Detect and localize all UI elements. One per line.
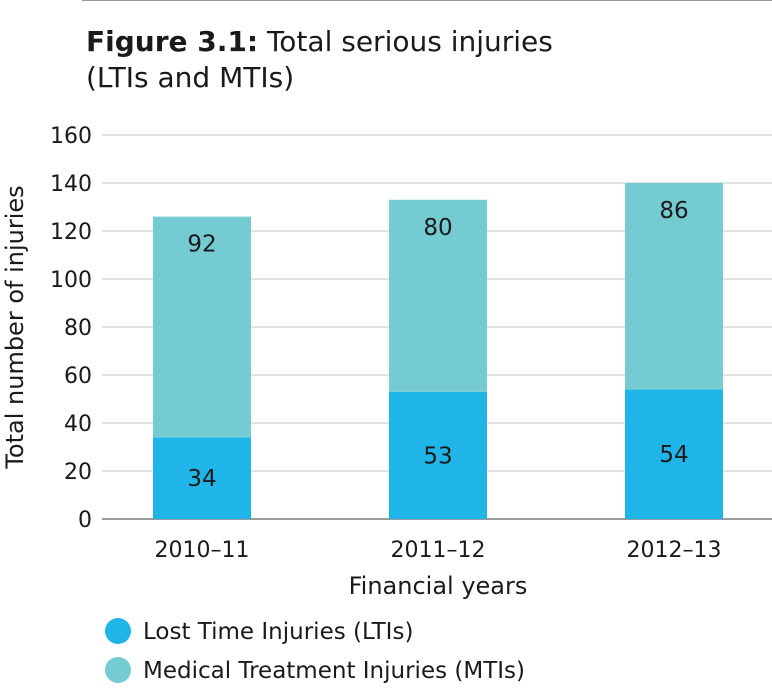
y-tick-label: 80 xyxy=(64,316,92,341)
x-tick-label: 2012–13 xyxy=(627,538,722,563)
y-tick-label: 40 xyxy=(64,412,92,437)
chart-title: Figure 3.1: Total serious injuries (LTIs… xyxy=(86,24,553,96)
data-label: 54 xyxy=(659,442,688,468)
x-tick-label: 2010–11 xyxy=(155,538,250,563)
bar-mti xyxy=(389,199,487,392)
x-axis-title: Financial years xyxy=(349,572,528,600)
y-tick-label: 100 xyxy=(50,268,92,293)
figure-label: Figure 3.1: xyxy=(86,25,259,58)
data-label: 53 xyxy=(423,443,452,469)
y-tick-label: 120 xyxy=(50,220,92,245)
bar-mti xyxy=(625,183,723,390)
y-tick-label: 0 xyxy=(78,508,92,533)
y-tick-label: 20 xyxy=(64,460,92,485)
x-tick-label: 2011–12 xyxy=(391,538,486,563)
top-rule xyxy=(82,0,772,1)
title-line-2: (LTIs and MTIs) xyxy=(86,61,295,94)
bar-lti xyxy=(389,391,487,519)
bar-mti xyxy=(153,216,251,438)
data-label: 92 xyxy=(187,232,216,258)
legend-swatch xyxy=(105,618,131,644)
bar-lti xyxy=(153,437,251,519)
title-line-1: Figure 3.1: Total serious injuries xyxy=(86,24,553,60)
data-label: 86 xyxy=(659,198,688,224)
y-axis-title: Total number of injuries xyxy=(1,185,29,469)
y-tick-label: 60 xyxy=(64,364,92,389)
bars: 34 92 53 80 54 86 xyxy=(153,183,723,519)
title-text: Total serious injuries xyxy=(266,25,553,58)
legend-swatch xyxy=(105,657,131,683)
data-label: 80 xyxy=(423,215,452,241)
legend-label: Medical Treatment Injuries (MTIs) xyxy=(143,658,525,684)
legend-label: Lost Time Injuries (LTIs) xyxy=(143,619,413,645)
y-tick-label: 160 xyxy=(50,124,92,149)
x-axis-ticks: 2010–11 2011–12 2012–13 xyxy=(155,538,722,563)
y-axis-ticks: 0 20 40 60 80 100 120 140 160 xyxy=(50,124,92,533)
legend: Lost Time Injuries (LTIs) Medical Treatme… xyxy=(105,618,525,684)
bar-lti xyxy=(625,389,723,519)
data-label: 34 xyxy=(187,466,216,492)
y-tick-label: 140 xyxy=(50,172,92,197)
